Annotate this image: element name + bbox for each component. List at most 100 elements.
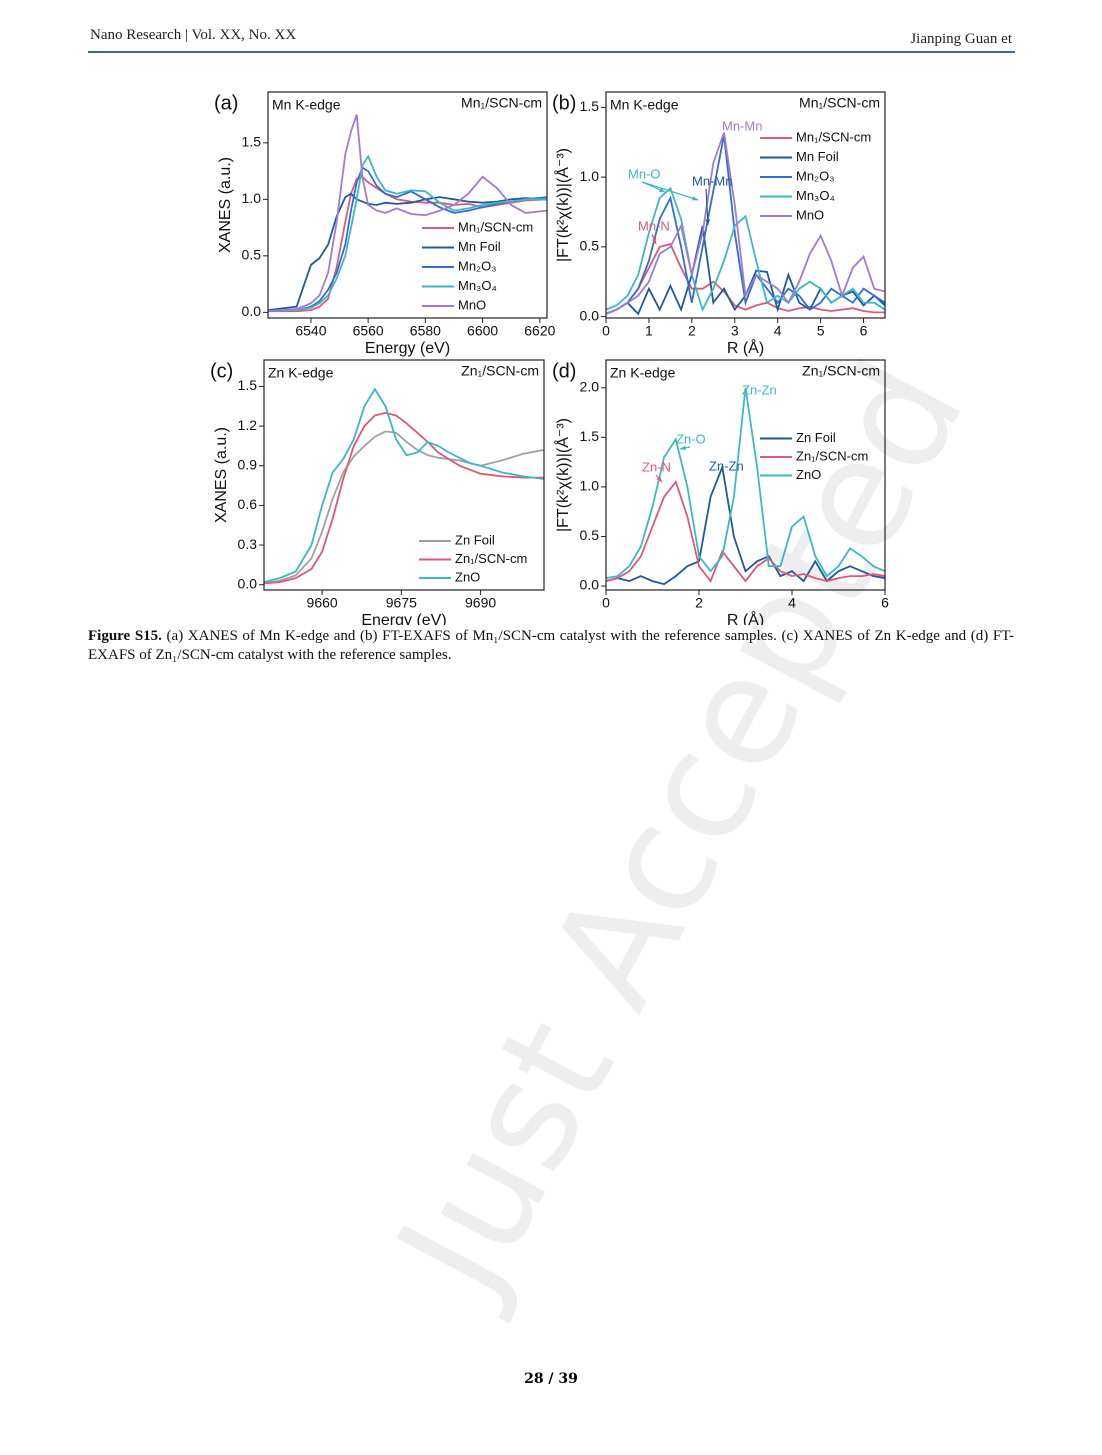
chart-subtitle: Mn₁/SCN-cm: [799, 95, 880, 111]
plot-frame: [605, 91, 886, 319]
series-line: [606, 243, 885, 315]
chart-subtitle: Mn₁/SCN-cm: [461, 95, 542, 111]
series-line: [264, 387, 544, 583]
legend-label: Mn Foil: [458, 239, 501, 254]
peak-label: Mn-Mn: [692, 173, 732, 188]
legend-label: ZnO: [455, 569, 480, 584]
y-tick-label: 1.5: [242, 134, 262, 150]
arrow-head: [692, 196, 698, 201]
x-tick-label: 6: [881, 595, 889, 611]
x-tick-label: 6600: [467, 323, 498, 339]
chart-title: Mn K-edge: [610, 97, 679, 113]
x-tick-label: 6540: [295, 323, 326, 339]
x-tick-label: 9690: [465, 595, 496, 611]
chart-title: Mn K-edge: [272, 97, 341, 113]
y-tick-label: 1.0: [242, 190, 262, 206]
y-tick-label: 0.0: [580, 307, 600, 323]
header-rule: [88, 51, 1015, 53]
caption-label: Figure S15.: [88, 628, 162, 644]
page-number: 28 / 39: [524, 1371, 578, 1387]
x-axis-label: Energy (eV): [365, 340, 450, 357]
series-line: [606, 480, 885, 583]
legend-label: Zn₁/SCN-cm: [455, 551, 527, 566]
legend-label: Mn₁/SCN-cm: [796, 129, 871, 144]
arrow-head: [705, 219, 711, 225]
peak-label: Mn-Mn: [722, 118, 762, 133]
series-line: [264, 411, 544, 585]
plot-frame: [605, 359, 886, 591]
x-tick-label: 4: [774, 323, 782, 339]
plot-frame: [263, 359, 545, 591]
plot-area: [264, 387, 544, 585]
y-tick-label: 1.0: [580, 478, 600, 494]
x-axis-label: Energy (eV): [361, 612, 446, 625]
y-tick-label: 0.3: [238, 536, 258, 552]
y-tick-label: 0.5: [580, 238, 600, 254]
y-tick-label: 1.2: [238, 417, 258, 433]
panel-label: (d): [552, 360, 576, 382]
legend-label: Zn₁/SCN-cm: [796, 448, 868, 463]
x-axis-label: R (Å): [727, 610, 764, 625]
peak-label: Zn-N: [642, 459, 671, 474]
plot-frame: [267, 91, 548, 319]
x-tick-label: 2: [688, 323, 696, 339]
journal-header: Nano Research | Vol. XX, No. XX: [90, 27, 297, 43]
chart-subtitle: Zn₁/SCN-cm: [461, 363, 539, 379]
x-tick-label: 4: [788, 595, 796, 611]
series-line: [606, 135, 885, 315]
x-tick-label: 0: [602, 595, 610, 611]
legend-label: Zn Foil: [455, 532, 495, 547]
x-tick-label: 9660: [307, 595, 338, 611]
peak-label: Mn-O: [628, 166, 661, 181]
y-tick-label: 0.0: [242, 303, 262, 319]
panel-label: (a): [214, 92, 238, 114]
arrow-head: [651, 238, 657, 244]
chart-title: Zn K-edge: [268, 365, 334, 381]
panel-label: (b): [552, 92, 576, 114]
annotation-arrow: [641, 181, 699, 201]
y-tick-label: 0.5: [580, 527, 600, 543]
legend-label: Mn₂O₃: [796, 168, 835, 183]
legend-label: Mn₁/SCN-cm: [458, 219, 533, 234]
arrow-head: [656, 476, 662, 482]
y-tick-label: 0.5: [242, 247, 262, 263]
legend-label: Mn₂O₃: [458, 258, 497, 273]
y-axis-label: |FT(k²χ(k))|(Å⁻³): [553, 418, 572, 532]
y-tick-label: 1.5: [580, 428, 600, 444]
series-line: [606, 463, 885, 586]
series-line: [268, 154, 547, 313]
caption-text: (a) XANES of Mn K-edge and (b) FT-EXAFS …: [88, 628, 1015, 663]
peak-label: Zn-Zn: [709, 458, 744, 473]
chart-subtitle: Zn₁/SCN-cm: [802, 363, 880, 379]
y-axis-label: XANES (a.u.): [217, 157, 234, 253]
peak-label: Zn-O: [676, 431, 706, 446]
legend-label: MnO: [458, 297, 486, 312]
series-line: [268, 114, 547, 313]
arrow-head: [680, 445, 686, 451]
y-tick-label: 0.0: [580, 577, 600, 593]
x-tick-label: 6580: [410, 323, 441, 339]
y-axis-label: XANES (a.u.): [213, 427, 230, 523]
chart-title: Zn K-edge: [610, 365, 676, 381]
author-header: Jianping Guan et: [910, 31, 1012, 47]
plot-area: [268, 114, 547, 313]
plot-area: [606, 387, 885, 586]
y-tick-label: 2.0: [580, 378, 600, 394]
arrow-head: [659, 187, 665, 192]
legend-label: MnO: [796, 207, 824, 222]
panel-label: (c): [210, 360, 233, 382]
x-axis-label: R (Å): [727, 338, 764, 357]
legend-label: Mn Foil: [796, 149, 839, 164]
x-tick-label: 1: [645, 323, 653, 339]
legend-label: Mn₃O₄: [796, 188, 835, 203]
plot-area: [606, 132, 885, 316]
x-tick-label: 6: [860, 323, 868, 339]
x-tick-label: 2: [695, 595, 703, 611]
annotation-arrow: [705, 188, 709, 226]
y-tick-label: 0.6: [238, 496, 258, 512]
series-line: [268, 166, 547, 313]
y-tick-label: 0.9: [238, 456, 258, 472]
legend-label: ZnO: [796, 467, 821, 482]
series-line: [606, 387, 885, 579]
